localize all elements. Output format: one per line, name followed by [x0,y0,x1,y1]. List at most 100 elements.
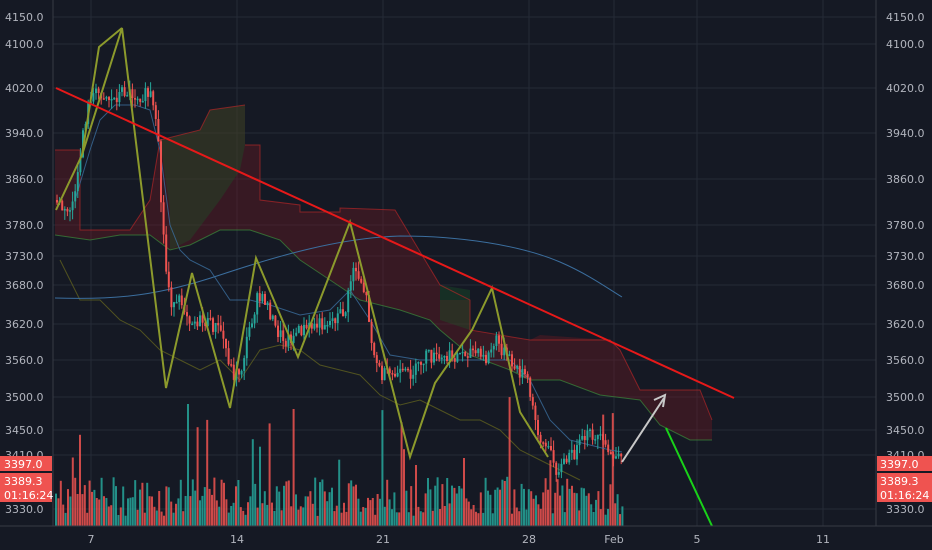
volume-bar [616,494,619,526]
price-badge-label: 3389.3 [880,475,919,488]
candle-body [256,293,259,315]
volume-bar [587,493,590,526]
volume-bar [88,480,91,526]
candle-body [368,295,370,322]
volume-bar [316,515,319,526]
volume-bars [55,397,624,526]
volume-bar [506,476,509,526]
volume-bar [230,506,233,526]
y-tick-label-right: 3680.0 [886,279,925,292]
candle-body [232,364,235,380]
candle-body [547,446,550,448]
candle-body [126,95,129,97]
volume-bar [422,512,425,526]
candle-body [339,309,342,314]
price-badge-left [0,456,52,471]
volume-bar [523,488,525,526]
candle-body [71,201,74,211]
volume-bar [211,494,213,526]
volume-bar [374,514,377,526]
candle-body [258,293,261,302]
volume-bar [213,477,216,526]
volume-bar [328,492,331,526]
volume-bar [124,515,127,526]
candle-body [243,358,246,371]
candle-body [440,357,443,360]
candle-body [602,434,604,441]
candle-body [76,172,79,192]
volume-bar [597,491,600,526]
volume-bar [458,486,461,526]
candle-body [578,439,581,446]
volume-bar [544,478,547,526]
volume-bar [434,485,437,526]
volume-bar [551,513,554,526]
candle-body [271,315,274,320]
volume-bar [451,485,453,526]
candle-body [225,338,227,349]
candle-body [526,374,529,378]
volume-bar [285,481,288,526]
volume-bar [590,504,593,526]
volume-bar [290,506,293,526]
volume-bar [134,480,137,526]
volume-bar [559,495,561,526]
y-tick-label-right: 3450.0 [886,424,925,437]
candle-body [620,453,623,457]
candle-body [508,354,511,356]
candle-body [196,321,199,327]
volume-bar [266,504,269,526]
candle-body [331,318,334,321]
volume-bar [333,511,336,526]
candle-body [604,440,607,445]
volume-bar [465,498,468,526]
volume-bar [547,489,549,526]
price-badge-label: 01:16:24 [880,489,929,502]
candle-body [565,458,568,463]
volume-bar [177,498,180,526]
volume-bar [314,477,317,526]
volume-bar [263,491,266,526]
volume-bar [427,478,429,526]
y-tick-label-right: 3500.0 [886,391,925,404]
volume-bar [518,511,521,526]
volume-bar [261,503,264,526]
candle-body [362,282,365,293]
y-tick-label-left: 3330.0 [5,503,44,516]
volume-bar [309,491,312,526]
candle-body [277,325,279,337]
volume-bar [76,494,79,526]
x-axis: 7 14 21 28 Feb 5 11 [88,533,831,546]
drawings [55,27,735,527]
volume-bar [403,449,405,526]
volume-bar [609,484,612,526]
candlesticks [56,80,623,482]
candle-body [365,292,368,296]
volume-bar [359,511,362,526]
volume-bar [499,489,501,526]
candle-body [336,313,339,324]
candle-body [446,356,448,361]
price-badge-left-label: 3389.3 [4,475,43,488]
candle-body [425,350,428,364]
volume-bar [355,484,357,526]
volume-bar [484,477,487,526]
candle-body [461,351,464,354]
candle-body [323,325,326,330]
volume-bar [561,485,564,526]
candle-body [240,370,243,375]
candle-body [74,191,77,202]
volume-bar [122,486,125,526]
candle-body [378,362,381,366]
volume-bar [515,507,518,526]
candle-body [108,97,110,100]
volume-bar [194,490,197,526]
candle-body [266,302,269,305]
volume-bar [357,498,360,526]
volume-bar [340,512,343,526]
price-badge [877,487,932,502]
volume-bar [614,503,617,526]
candle-body [573,449,576,460]
